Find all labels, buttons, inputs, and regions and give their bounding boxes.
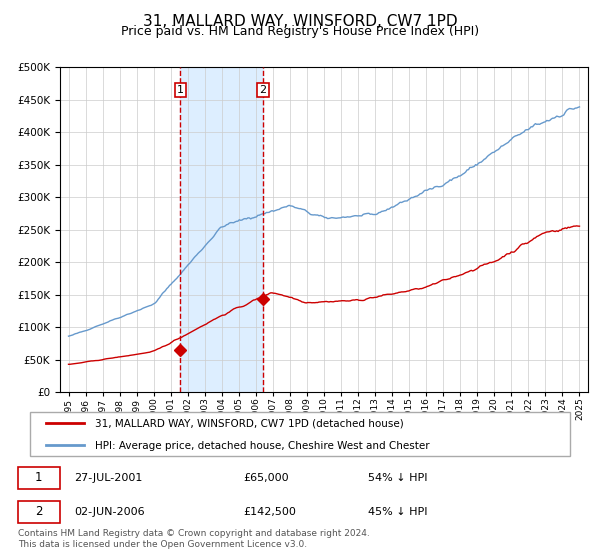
Text: £65,000: £65,000: [244, 473, 289, 483]
FancyBboxPatch shape: [30, 412, 570, 456]
Text: HPI: Average price, detached house, Cheshire West and Chester: HPI: Average price, detached house, Ches…: [95, 441, 430, 451]
Text: 31, MALLARD WAY, WINSFORD, CW7 1PD: 31, MALLARD WAY, WINSFORD, CW7 1PD: [143, 14, 457, 29]
Text: £142,500: £142,500: [244, 507, 296, 517]
Text: 54% ↓ HPI: 54% ↓ HPI: [368, 473, 427, 483]
Bar: [181, 67, 263, 392]
FancyBboxPatch shape: [18, 501, 60, 523]
Text: 2: 2: [259, 85, 266, 95]
Text: 45% ↓ HPI: 45% ↓ HPI: [368, 507, 427, 517]
FancyBboxPatch shape: [18, 467, 60, 489]
Text: 31, MALLARD WAY, WINSFORD, CW7 1PD (detached house): 31, MALLARD WAY, WINSFORD, CW7 1PD (deta…: [95, 419, 404, 429]
Text: Price paid vs. HM Land Registry's House Price Index (HPI): Price paid vs. HM Land Registry's House …: [121, 25, 479, 38]
Text: 02-JUN-2006: 02-JUN-2006: [74, 507, 145, 517]
Text: 27-JUL-2001: 27-JUL-2001: [74, 473, 143, 483]
Text: 2: 2: [35, 506, 43, 519]
Text: 1: 1: [177, 85, 184, 95]
Text: Contains HM Land Registry data © Crown copyright and database right 2024.
This d: Contains HM Land Registry data © Crown c…: [18, 529, 370, 549]
Text: 1: 1: [35, 472, 43, 484]
